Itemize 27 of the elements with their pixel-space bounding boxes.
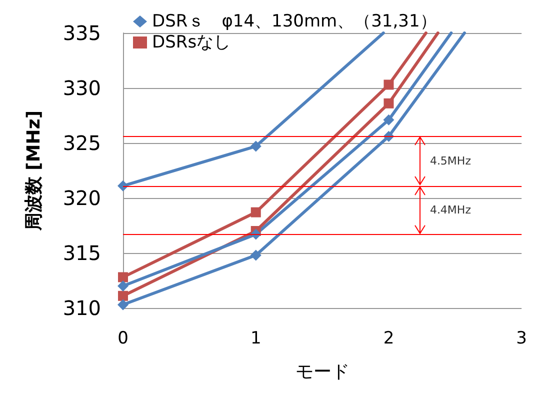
x-tick-label: 1 xyxy=(250,328,262,348)
y-tick-label: 335 xyxy=(62,21,101,45)
point xyxy=(250,250,262,261)
y-tick-label: 330 xyxy=(62,76,101,100)
y-tick-label: 315 xyxy=(62,241,101,265)
point xyxy=(250,140,262,152)
point xyxy=(384,98,394,108)
point xyxy=(118,272,128,282)
x-tick-label: 0 xyxy=(118,328,128,348)
y-tick-label: 310 xyxy=(62,296,101,320)
legend-label: DSRsなし xyxy=(152,32,231,52)
point xyxy=(250,207,261,218)
y-axis-title: 周波数 [MHz] xyxy=(24,110,44,232)
legend-label: DSRｓ φ14、130mm、（31,31） xyxy=(152,12,437,32)
point xyxy=(118,280,128,292)
y-tick-label: 325 xyxy=(62,131,101,155)
x-tick-label: 2 xyxy=(383,328,394,348)
x-axis-title: モード xyxy=(295,362,350,382)
y-tick-label: 320 xyxy=(62,186,101,210)
point xyxy=(383,114,394,126)
annotation: 4.4MHz xyxy=(430,204,472,217)
annotation: 4.5MHz xyxy=(430,154,472,168)
point xyxy=(118,180,128,192)
x-tick-label: 3 xyxy=(516,328,528,348)
point xyxy=(118,299,128,310)
point xyxy=(384,80,394,90)
point xyxy=(118,290,128,301)
